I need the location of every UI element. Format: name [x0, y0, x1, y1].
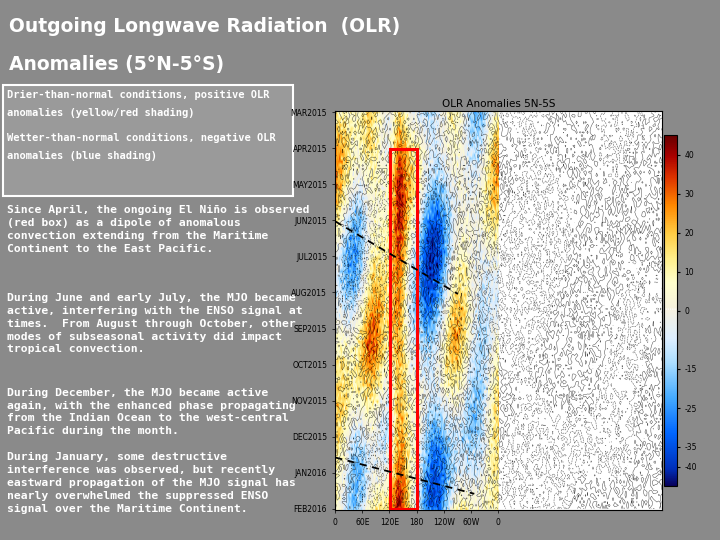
Text: Since April, the ongoing El Niño is observed
(red box) as a dipole of anomalous
: Since April, the ongoing El Niño is obse… [7, 205, 310, 254]
Text: Anomalies (5°N-5°S): Anomalies (5°N-5°S) [9, 55, 225, 74]
Text: Wetter-than-normal conditions, negative OLR: Wetter-than-normal conditions, negative … [7, 133, 276, 143]
Bar [390, 148, 417, 509]
FancyBboxPatch shape [3, 85, 293, 196]
Title: OLR Anomalies 5N-5S: OLR Anomalies 5N-5S [442, 98, 555, 109]
Text: During December, the MJO became active
again, with the enhanced phase propagatin: During December, the MJO became active a… [7, 388, 296, 436]
Text: Drier-than-normal conditions, positive OLR: Drier-than-normal conditions, positive O… [7, 90, 270, 100]
Text: During June and early July, the MJO became
active, interfering with the ENSO sig: During June and early July, the MJO beca… [7, 293, 303, 354]
Text: Outgoing Longwave Radiation  (OLR): Outgoing Longwave Radiation (OLR) [9, 17, 400, 36]
Text: During January, some destructive
interference was observed, but recently
eastwar: During January, some destructive interfe… [7, 453, 296, 514]
Text: anomalies (yellow/red shading): anomalies (yellow/red shading) [7, 109, 195, 118]
Text: anomalies (blue shading): anomalies (blue shading) [7, 151, 158, 161]
